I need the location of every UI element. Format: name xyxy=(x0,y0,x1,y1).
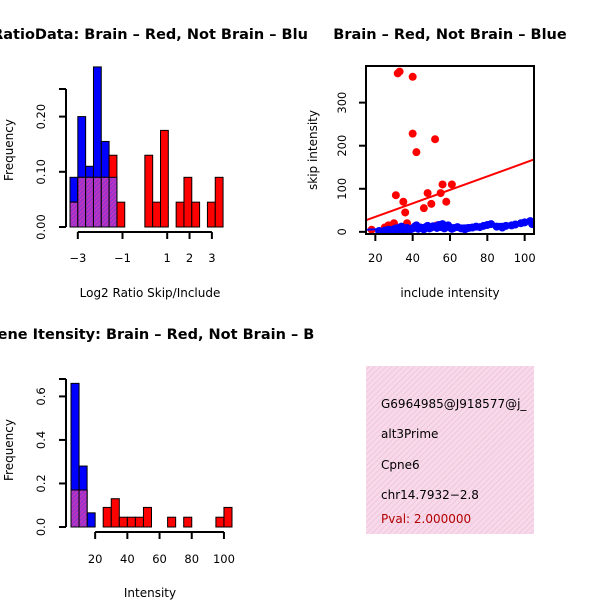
scatter-not-brain-regression-line xyxy=(366,221,534,231)
hist3-x-tick-label: 100 xyxy=(213,552,235,566)
hist3-x-tick-label: 80 xyxy=(184,552,199,566)
hist1-overlap-bar xyxy=(77,176,87,228)
intensity-histogram-panel: Gene Itensity: Brain – Red, Not Brain – … xyxy=(0,327,314,600)
scatter-plot-area xyxy=(366,67,534,234)
scatter-x-tick-label: 40 xyxy=(405,251,420,265)
intensity-histogram-ylabel: Frequency xyxy=(2,419,16,481)
hist1-brain-bar xyxy=(214,176,224,228)
hist3-brain-bar xyxy=(183,516,193,528)
hist3-x-tick-label: 40 xyxy=(120,552,135,566)
scatter-brain-point xyxy=(427,199,436,208)
scatter-x-tick-label: 100 xyxy=(514,251,536,265)
hist3-x-tick-label: 20 xyxy=(88,552,103,566)
scatter-brain-point xyxy=(431,135,440,144)
hist1-overlap-bar xyxy=(92,176,102,228)
info-location: chr14.7932−2.8 xyxy=(381,488,479,502)
hist3-brain-bar xyxy=(223,506,233,528)
hist3-brain-bar xyxy=(134,516,144,528)
scatter-brain-point xyxy=(401,208,410,217)
hist1-brain-bar xyxy=(116,201,126,228)
hist1-overlap-bar xyxy=(69,201,79,228)
scatter-brain-point xyxy=(423,189,432,198)
scatter-brain-point xyxy=(391,191,400,200)
ratio-histogram-ylabel: Frequency xyxy=(2,119,16,181)
hist3-x-tick-label: 60 xyxy=(152,552,167,566)
scatter-axes: 20 40 60 80 100 0 100 200 300 xyxy=(335,92,536,265)
scatter-xlabel: include intensity xyxy=(400,286,499,300)
scatter-brain-point xyxy=(408,72,417,81)
hist1-overlap-bar xyxy=(85,176,94,228)
hist1-x-tick-label: 3 xyxy=(208,251,215,265)
hist1-x-tick-label: −3 xyxy=(69,251,86,265)
scatter-y-tick-label: 0 xyxy=(335,228,349,235)
intensity-histogram-title: Gene Itensity: Brain – Red, Not Brain – … xyxy=(0,327,314,343)
hist3-brain-bar xyxy=(215,516,225,528)
hist1-overlap-bar xyxy=(108,176,118,228)
hist1-y-tick-label: 0.20 xyxy=(34,104,48,130)
hist1-brain-bar xyxy=(152,201,161,228)
info-gene-name: Cpne6 xyxy=(381,458,420,472)
hist3-y-tick-label: 0.6 xyxy=(34,387,48,405)
hist1-x-tick-label: 1 xyxy=(164,251,171,265)
hist3-brain-bar xyxy=(110,498,120,528)
hist1-x-tick-label: 2 xyxy=(186,251,193,265)
scatter-brain-point xyxy=(408,129,417,138)
hist3-brain-bar xyxy=(167,516,177,528)
scatter-brain-point xyxy=(447,180,456,189)
scatter-brain-point xyxy=(419,204,428,213)
scatter-brain-point xyxy=(399,197,408,206)
hist1-overlap-bar xyxy=(100,176,110,228)
scatter-x-tick-label: 20 xyxy=(368,251,383,265)
hist3-y-tick-label: 0.0 xyxy=(34,518,48,536)
ratio-histogram-panel: RatioData: Brain – Red, Not Brain – Blu … xyxy=(0,27,308,300)
info-event-id: G6964985@J918577@j_ xyxy=(381,397,527,411)
hist3-overlap-bar xyxy=(78,489,88,528)
scatter-title: Brain – Red, Not Brain – Blue xyxy=(333,27,567,43)
info-box-background xyxy=(366,366,534,534)
hist3-brain-bar xyxy=(142,506,152,528)
hist3-overlap-bar xyxy=(70,489,80,528)
ratio-histogram-title: RatioData: Brain – Red, Not Brain – Blu xyxy=(0,27,308,43)
scatter-ylabel: skip intensity xyxy=(306,110,320,190)
hist1-brain-bar xyxy=(206,201,216,228)
hist3-y-tick-label: 0.2 xyxy=(34,474,48,492)
hist1-brain-bar xyxy=(183,176,193,228)
intensity-scatter-panel: Brain – Red, Not Brain – Blue 20 40 60 80 10… xyxy=(306,27,567,300)
scatter-brain-point xyxy=(412,148,421,157)
intensity-histogram-axes: 20 40 60 80 100 0.0 0.2 0.4 0.6 xyxy=(34,378,235,566)
ratio-histogram-xlabel: Log2 Ratio Skip/Include xyxy=(80,286,221,300)
hist1-y-tick-label: 0.10 xyxy=(34,159,48,185)
hist1-brain-bar xyxy=(144,154,154,228)
intensity-histogram-xlabel: Intensity xyxy=(124,586,176,600)
info-event-type: alt3Prime xyxy=(381,427,438,441)
hist3-brain-bar xyxy=(126,516,136,528)
scatter-y-tick-label: 300 xyxy=(335,92,349,114)
info-panel: G6964985@J918577@j_ alt3Prime Cpne6 chr1… xyxy=(366,366,534,534)
scatter-brain-point xyxy=(442,197,451,206)
scatter-brain-point xyxy=(395,67,404,76)
hist1-y-tick-label: 0.00 xyxy=(34,214,48,240)
hist3-brain-bar xyxy=(118,516,128,528)
hist1-brain-bar xyxy=(175,201,185,228)
hist3-brain-bar xyxy=(102,506,112,528)
scatter-y-tick-label: 200 xyxy=(335,135,349,157)
ratio-histogram-bars xyxy=(69,66,224,228)
scatter-x-tick-label: 60 xyxy=(443,251,458,265)
hist3-y-tick-label: 0.4 xyxy=(34,431,48,449)
scatter-brain-regression-line xyxy=(366,158,534,222)
scatter-plot-frame xyxy=(365,65,535,235)
intensity-histogram-bars xyxy=(70,382,233,528)
scatter-x-tick-label: 80 xyxy=(480,251,495,265)
scatter-brain-point xyxy=(438,180,447,189)
scatter-y-tick-label: 100 xyxy=(335,178,349,200)
info-pvalue: Pval: 2.000000 xyxy=(381,512,471,526)
hist1-brain-bar xyxy=(159,129,169,228)
hist1-x-tick-label: −1 xyxy=(114,251,131,265)
hist3-not-brain-bar xyxy=(86,512,96,528)
hist1-brain-bar xyxy=(191,201,201,228)
ratio-histogram-axes: −3 −1 1 2 3 0.00 0.10 0.20 xyxy=(34,88,216,265)
